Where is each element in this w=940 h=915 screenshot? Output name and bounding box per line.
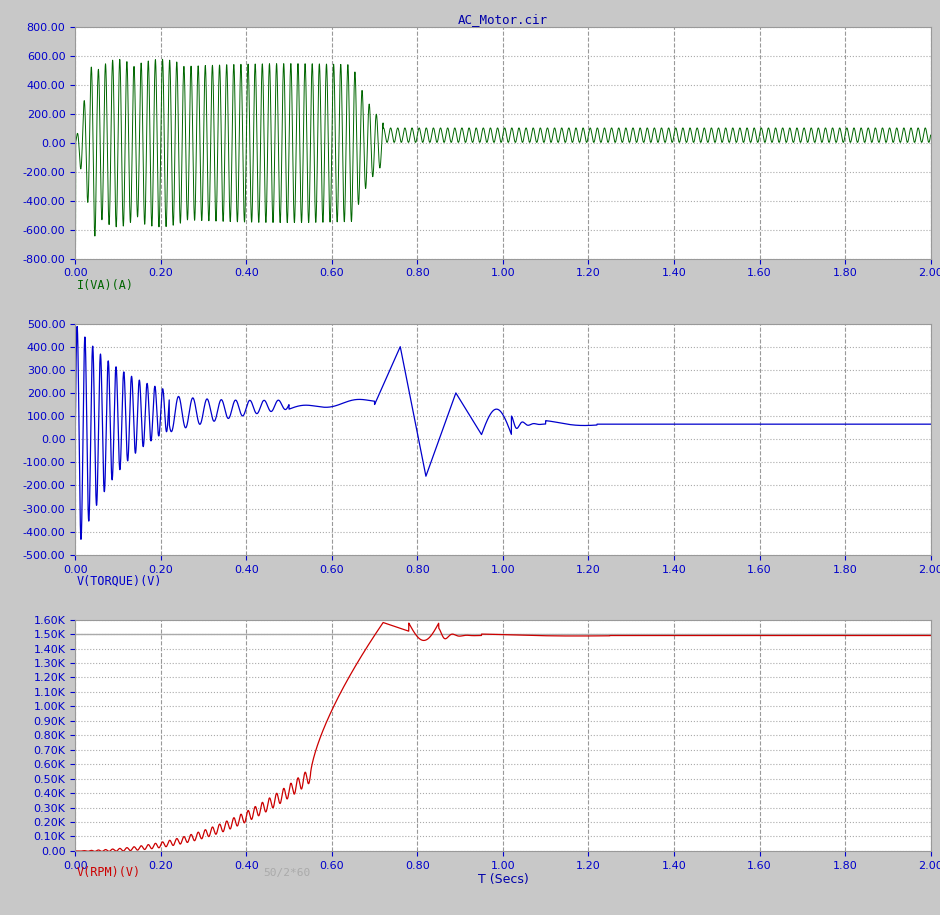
Title: AC_Motor.cir: AC_Motor.cir — [458, 14, 548, 27]
Text: V(RPM)(V): V(RPM)(V) — [77, 867, 141, 879]
Text: V(TORQUE)(V): V(TORQUE)(V) — [77, 575, 163, 588]
X-axis label: T (Secs): T (Secs) — [478, 874, 528, 887]
Text: 50/2*60: 50/2*60 — [263, 868, 310, 878]
Text: I(VA)(A): I(VA)(A) — [77, 279, 133, 292]
